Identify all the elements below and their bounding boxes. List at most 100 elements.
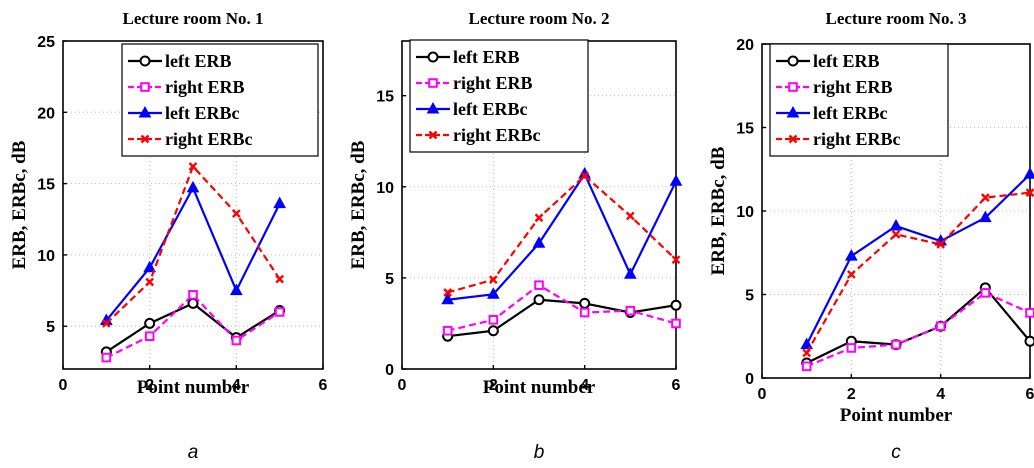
chart-3-series-2-point-1 (801, 361, 812, 372)
chart-1-series-3-point-2 (143, 260, 157, 273)
chart-1-series-4-point-2-stroke-b (145, 277, 155, 287)
chart-1-legend-label-4: right ERBc (165, 129, 253, 149)
chart-3-series-4-point-4-stroke-b (936, 240, 946, 249)
chart-2-series-4-point-4 (580, 171, 590, 181)
chart-2-ylabel: ERB, ERBc, dB (348, 140, 369, 269)
chart-2-series-2-point-4 (579, 307, 590, 318)
chart-1-ytick-label-1: 5 (46, 319, 55, 336)
chart-1-ytick-label-4: 20 (37, 105, 55, 122)
chart-1-series-3-point-100 (138, 105, 152, 118)
chart-1-series-4-point-1-stroke-b (101, 319, 111, 328)
chart-1-legend-label-2: right ERB (165, 77, 245, 97)
chart-2-series-4-point-6 (671, 255, 681, 265)
chart-2-series-2-point-2 (488, 315, 499, 325)
chart-3-series-2-point-6 (1025, 308, 1034, 318)
chart-3-xtick-label-3: 4 (936, 386, 945, 403)
chart-1-series-3-point-4 (229, 283, 243, 296)
chart-2-legend-label-3: left ERBc (453, 99, 527, 119)
chart-3-series-1-line (806, 286, 1031, 364)
chart-3-series-4-point-1-stroke-b (802, 348, 812, 358)
chart-3-ytick-label-1: 0 (745, 371, 754, 388)
chart-3-series-4-point-4 (936, 240, 946, 249)
chart-2-series-1-point-4 (579, 297, 591, 309)
chart-2-legend (409, 39, 589, 153)
chart-1-series-3-point-5 (273, 196, 287, 209)
chart-1-series-4-point-100-stroke-b (140, 134, 150, 144)
chart-1-series-1-point-100 (139, 55, 151, 67)
chart-1-ylabel: ERB, ERBc, dB (9, 140, 30, 269)
chart-2-series-4-point-5-stroke-b (625, 211, 635, 221)
chart-3-legend-label-4: right ERBc (813, 129, 901, 149)
chart-3-series-3-point-100 (786, 105, 800, 118)
chart-1-series-1-line (105, 302, 281, 353)
chart-2-series-3-point-2 (486, 287, 500, 299)
chart-1-series-4-point-5 (275, 274, 285, 284)
chart-2-series-1-point-3 (533, 294, 545, 306)
chart-3-series-4-point-100-stroke-b (788, 134, 798, 144)
chart-1-series-2-point-2 (144, 331, 155, 341)
chart-3-series-3-point-1 (800, 337, 814, 350)
chart-1-legend-marker-1 (139, 55, 151, 67)
chart-3-series-4-point-5 (980, 193, 990, 202)
chart-1-series-2-point-1 (101, 352, 112, 363)
chart-1-ytick-label-5: 25 (37, 34, 55, 51)
chart-2-series-2-line (447, 284, 677, 332)
chart-2-series-2-point-100 (428, 78, 438, 88)
chart-1-series-2-point-3 (188, 290, 198, 300)
chart-3-series-3-line (805, 173, 1031, 346)
chart-2-series-2-point-5 (625, 305, 636, 316)
chart-2-series-4-point-3 (534, 213, 544, 223)
chart-3-xlabel: Point number (840, 405, 953, 426)
chart-2-series-4-point-4-stroke-b (580, 171, 590, 181)
chart-1-series-4-point-1 (101, 319, 111, 328)
chart-2-series-3-line (447, 172, 677, 301)
chart-1-series-4-point-2 (145, 277, 155, 287)
chart-2-ytick-label-4: 15 (376, 89, 394, 106)
chart-3-ylabel: ERB, ERBc, dB (708, 146, 729, 275)
chart-3-series-3-point-6 (1023, 167, 1034, 179)
chart-1-xlabel: Point number (137, 377, 250, 398)
chart-2-series-4-line (447, 174, 677, 294)
chart-3-legend (769, 43, 949, 157)
chart-2: 0 5 10 15 0 2 4 6 left ERB right ERB left ERBc righ… (348, 9, 683, 463)
chart-2-legend-label-1: left ERB (453, 47, 520, 67)
chart-3-xtick-label-1: 0 (758, 386, 767, 403)
chart-3-series-1-point-100 (787, 55, 799, 67)
chart-1-ytick-label-3: 15 (37, 177, 55, 194)
chart-1-series-4-line (105, 165, 281, 325)
chart-3-series-2-line (806, 291, 1031, 368)
chart-2-series-4-point-100-stroke-b (428, 130, 438, 140)
chart-3-legend-marker-2 (788, 82, 798, 92)
chart-2-series-2-point-3 (534, 280, 544, 290)
chart-2-series-1-line (447, 298, 677, 338)
chart-2-series-4-point-5 (625, 211, 635, 221)
chart-3-series-2-point-2 (846, 343, 857, 353)
chart-1-xtick-label-2: 2 (145, 377, 154, 394)
chart-3-legend-marker-3 (786, 105, 800, 118)
chart-3-series-4-point-2 (846, 270, 856, 279)
chart-2-legend-marker-3 (426, 101, 440, 114)
chart-1-series-4-point-4-stroke-b (231, 209, 241, 218)
chart-1-series-3-point-3 (186, 180, 200, 193)
chart-2-series-4-point-1 (443, 288, 453, 297)
chart-1-series-2-point-5 (274, 307, 285, 317)
chart-1-ytick-label-2: 10 (37, 248, 55, 265)
chart-3-legend-label-1: left ERB (813, 51, 880, 71)
chart-1-series-4-point-100 (140, 134, 150, 144)
chart-1-xtick-label-1: 0 (59, 377, 68, 394)
chart-3-legend-label-3: left ERBc (813, 103, 887, 123)
chart-2-series-4-point-6-stroke-b (671, 255, 681, 265)
chart-2-ytick-label-1: 0 (385, 362, 394, 379)
chart-2-xlabel: Point number (483, 377, 596, 398)
chart-2-legend-marker-1 (427, 51, 439, 63)
chart-3-series-1-point-6 (1024, 335, 1034, 347)
chart-1-legend-label-3: left ERBc (165, 103, 239, 123)
chart-3-legend-label-2: right ERB (813, 77, 893, 97)
chart-3-series-4-line (805, 191, 1031, 354)
chart-3-ytick-label-5: 20 (736, 37, 754, 54)
chart-2-series-1-point-100 (427, 51, 439, 63)
chart-1-xtick-label-3: 4 (232, 377, 241, 394)
chart-3-series-4-point-3-stroke-b (891, 230, 901, 239)
chart-1-xtick-label-4: 6 (319, 377, 328, 394)
